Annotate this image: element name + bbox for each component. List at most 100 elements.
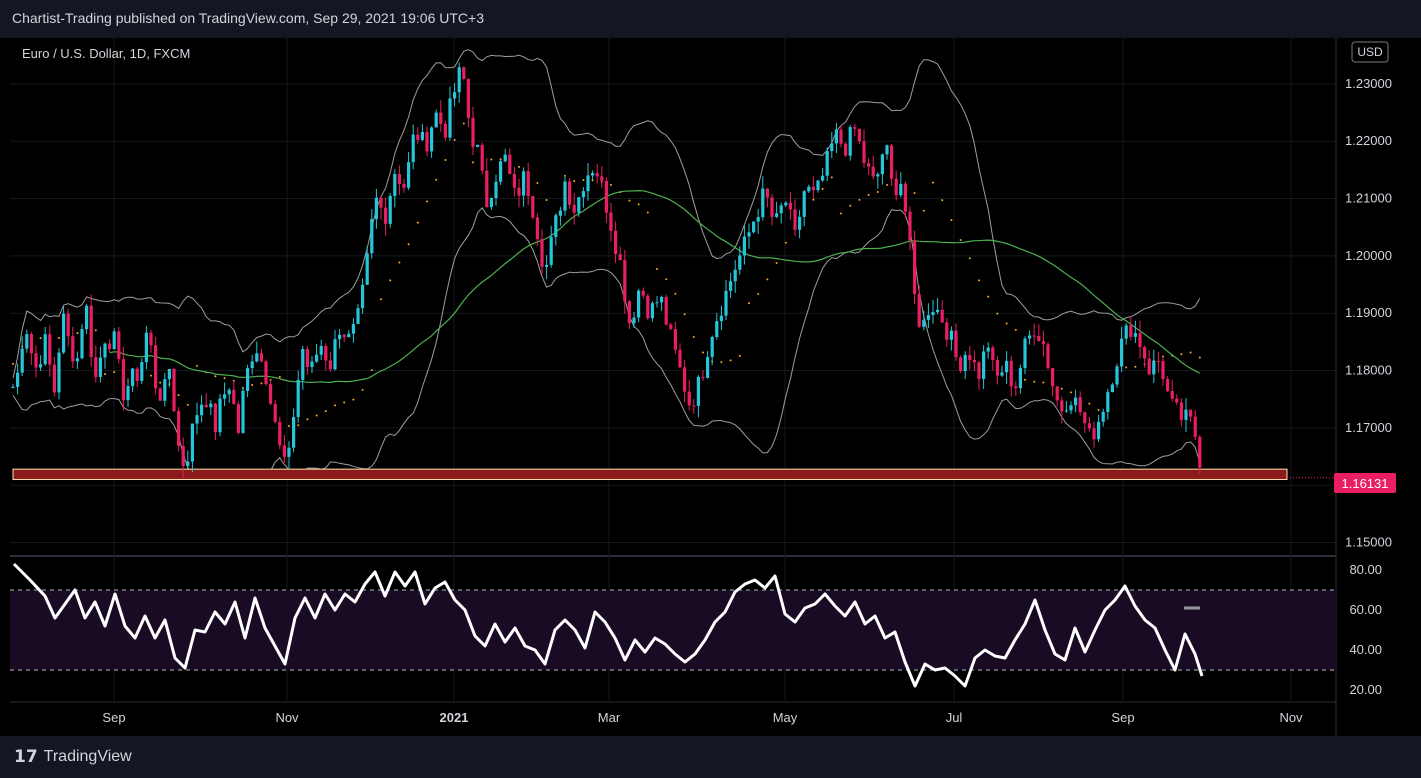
candle-body bbox=[172, 368, 176, 412]
candle-body bbox=[991, 347, 995, 361]
candle-body bbox=[526, 171, 530, 197]
candle-body bbox=[816, 180, 820, 191]
time-tick-label: Nov bbox=[275, 710, 299, 725]
candle-body bbox=[126, 386, 130, 401]
parabolic-sar-dot bbox=[610, 183, 612, 186]
candle-body bbox=[264, 361, 268, 385]
candle-body bbox=[807, 186, 811, 192]
candle-body bbox=[85, 305, 89, 330]
candle-body bbox=[871, 166, 875, 177]
candle-body bbox=[20, 348, 24, 373]
candle-body bbox=[462, 67, 466, 79]
candle-body bbox=[273, 403, 277, 422]
price-pane[interactable] bbox=[10, 38, 1336, 554]
candle-body bbox=[167, 368, 171, 380]
candles-layer bbox=[11, 62, 1202, 479]
candle-body bbox=[1147, 358, 1151, 375]
candle-body bbox=[407, 162, 411, 188]
candle-body bbox=[259, 353, 263, 362]
candle-body bbox=[977, 362, 981, 379]
candle-body bbox=[1069, 405, 1073, 411]
candle-body bbox=[430, 127, 434, 152]
candle-body bbox=[494, 181, 498, 198]
candle-body bbox=[131, 368, 135, 387]
candle-body bbox=[618, 254, 622, 261]
rsi-tick-label: 60.00 bbox=[1349, 602, 1382, 617]
candle-body bbox=[614, 230, 618, 255]
candle-body bbox=[830, 143, 834, 152]
candle-body bbox=[333, 339, 337, 370]
candle-body bbox=[393, 174, 397, 196]
candle-body bbox=[1097, 421, 1101, 440]
candle-body bbox=[43, 334, 47, 365]
candle-body bbox=[98, 357, 102, 377]
currency-button[interactable]: USD bbox=[1351, 41, 1389, 63]
parabolic-sar-dot bbox=[1033, 380, 1036, 383]
candle-body bbox=[16, 372, 20, 387]
candle-body bbox=[517, 187, 521, 196]
parabolic-sar-dot bbox=[978, 279, 980, 282]
candle-body bbox=[255, 353, 259, 362]
candle-body bbox=[747, 232, 751, 237]
candle-body bbox=[292, 416, 296, 448]
candle-body bbox=[1083, 412, 1087, 424]
candle-body bbox=[876, 174, 880, 177]
parabolic-sar-dot bbox=[380, 298, 382, 301]
candle-body bbox=[793, 209, 797, 230]
bollinger-upper bbox=[12, 49, 1201, 379]
candle-body bbox=[802, 191, 806, 217]
candle-body bbox=[894, 178, 898, 196]
candle-body bbox=[673, 329, 677, 350]
candle-body bbox=[554, 215, 558, 238]
parabolic-sar-dot bbox=[830, 176, 833, 179]
support-zone-rect bbox=[12, 468, 1288, 480]
rsi-axis-labels: 80.00 60.00 40.00 20.00 bbox=[1349, 562, 1382, 697]
time-axis-labels: Sep Nov 2021 Mar May Jul Sep Nov bbox=[102, 710, 1303, 725]
candle-body bbox=[75, 358, 79, 362]
candle-body bbox=[761, 188, 765, 218]
parabolic-sar-dot bbox=[812, 198, 815, 201]
candle-body bbox=[181, 445, 185, 466]
parabolic-sar-dot bbox=[738, 354, 741, 357]
parabolic-sar-dot bbox=[959, 239, 962, 242]
moving-average-line bbox=[109, 189, 1201, 384]
candle-body bbox=[995, 360, 999, 376]
parabolic-sar-dot bbox=[1088, 402, 1091, 405]
parabolic-sar-dot bbox=[58, 337, 60, 340]
parabolic-sar-dot bbox=[646, 211, 649, 214]
candle-body bbox=[770, 197, 774, 217]
candle-body bbox=[1064, 410, 1068, 412]
parabolic-sar-dot bbox=[389, 279, 392, 282]
candle-body bbox=[1120, 338, 1124, 367]
price-tick-label: 1.22000 bbox=[1345, 133, 1392, 148]
candle-body bbox=[52, 364, 56, 393]
parabolic-sar-dot bbox=[315, 414, 318, 417]
candle-body bbox=[1124, 325, 1128, 339]
candle-body bbox=[821, 175, 825, 181]
price-tick-label: 1.23000 bbox=[1345, 76, 1392, 91]
tradingview-logo[interactable]: 𝟭𝟳 TradingView bbox=[14, 747, 132, 767]
candle-body bbox=[1009, 360, 1013, 387]
parabolic-sar-dot bbox=[150, 374, 152, 377]
time-tick-label: May bbox=[773, 710, 798, 725]
candle-body bbox=[563, 181, 567, 211]
candle-body bbox=[411, 134, 415, 163]
chart-area[interactable]: 1.23000 1.22000 1.21000 1.20000 1.19000 1.180… bbox=[0, 38, 1421, 736]
candle-body bbox=[839, 129, 843, 144]
candle-body bbox=[890, 145, 894, 179]
candle-body bbox=[402, 183, 406, 188]
candle-body bbox=[899, 183, 903, 196]
candle-body bbox=[733, 269, 737, 282]
candle-body bbox=[719, 315, 723, 322]
parabolic-sar-dot bbox=[260, 382, 263, 385]
candle-body bbox=[1133, 333, 1137, 337]
candle-body bbox=[439, 112, 443, 124]
candle-body bbox=[706, 357, 710, 378]
time-tick-label: Sep bbox=[1111, 710, 1134, 725]
candle-body bbox=[945, 322, 949, 340]
time-tick-label: Jul bbox=[946, 710, 963, 725]
candle-body bbox=[250, 361, 254, 369]
candle-body bbox=[117, 331, 121, 360]
candle-body bbox=[742, 236, 746, 256]
parabolic-sar-dot bbox=[656, 267, 658, 270]
